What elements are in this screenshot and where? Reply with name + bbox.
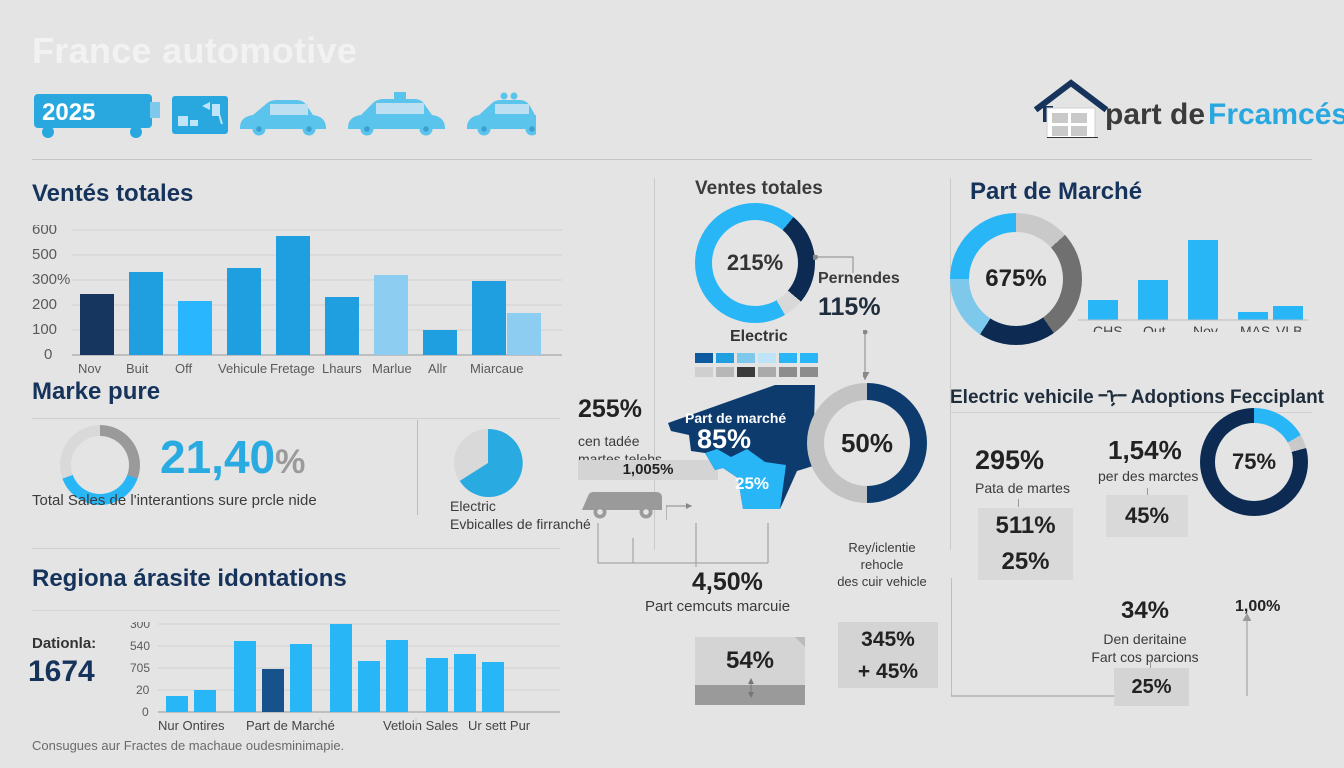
svg-text:25%: 25% <box>735 474 769 493</box>
svg-text:Off: Off <box>175 361 192 376</box>
svg-text:100: 100 <box>32 321 57 338</box>
svg-text:Part de Marché: Part de Marché <box>246 718 335 733</box>
svg-text:Buit: Buit <box>126 361 149 376</box>
svg-text:705: 705 <box>130 661 150 675</box>
svg-text:Lhaurs: Lhaurs <box>322 361 362 376</box>
svg-text:CHS: CHS <box>1093 323 1123 332</box>
svg-text:0: 0 <box>44 346 52 363</box>
svg-text:Nov: Nov <box>1193 323 1218 332</box>
svg-text:Vetloin Sales: Vetloin Sales <box>383 718 459 733</box>
svg-text:85%: 85% <box>697 424 751 454</box>
svg-text:300: 300 <box>130 622 150 631</box>
svg-text:part de: part de <box>1105 98 1205 131</box>
svg-text:600: 600 <box>32 225 57 238</box>
svg-text:0: 0 <box>142 705 149 719</box>
svg-text:500: 500 <box>32 246 57 263</box>
svg-text:540: 540 <box>130 639 150 653</box>
svg-text:Miarcaue: Miarcaue <box>470 361 523 376</box>
svg-text:200: 200 <box>32 296 57 313</box>
svg-text:MAS: MAS <box>1240 323 1270 332</box>
svg-text:300%: 300% <box>32 271 70 288</box>
svg-text:2025: 2025 <box>42 99 95 126</box>
svg-text:Marlue: Marlue <box>372 361 412 376</box>
svg-text:Frcamcés: Frcamcés <box>1208 98 1344 131</box>
svg-text:20: 20 <box>136 683 150 697</box>
svg-text:Fretage: Fretage <box>270 361 315 376</box>
svg-text:Vehicule: Vehicule <box>218 361 267 376</box>
svg-text:Nur Ontires: Nur Ontires <box>158 718 225 733</box>
svg-text:Out: Out <box>1143 323 1166 332</box>
svg-text:VLB: VLB <box>1276 323 1302 332</box>
svg-text:Allr: Allr <box>428 361 447 376</box>
svg-text:Ur sett Pur: Ur sett Pur <box>468 718 531 733</box>
svg-text:Nov: Nov <box>78 361 102 376</box>
